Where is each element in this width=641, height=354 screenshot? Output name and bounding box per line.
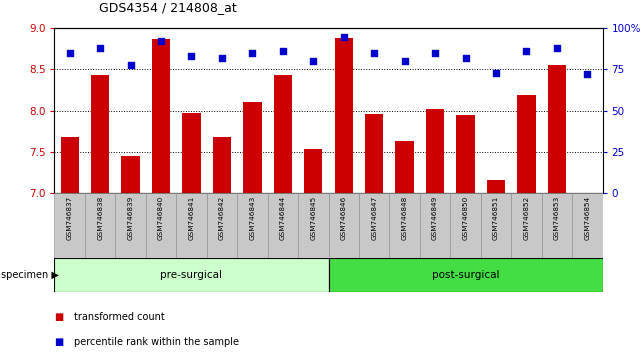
Bar [267, 193, 298, 258]
Text: GSM746846: GSM746846 [341, 196, 347, 240]
Bar [54, 193, 85, 258]
Text: post-surgical: post-surgical [432, 270, 499, 280]
Point [308, 58, 319, 64]
Text: GSM746854: GSM746854 [585, 196, 590, 240]
Text: GSM746839: GSM746839 [128, 196, 133, 240]
Text: GSM746847: GSM746847 [371, 196, 377, 240]
Bar [115, 193, 146, 258]
Bar [395, 141, 413, 193]
Bar [389, 193, 420, 258]
Point [521, 48, 531, 54]
Bar [213, 137, 231, 193]
Text: GDS4354 / 214808_at: GDS4354 / 214808_at [99, 1, 237, 14]
Text: pre-surgical: pre-surgical [160, 270, 222, 280]
Bar [304, 149, 322, 193]
Text: GSM746837: GSM746837 [67, 196, 72, 240]
Text: GSM746841: GSM746841 [188, 196, 194, 240]
Bar [274, 75, 292, 193]
Bar [328, 258, 603, 292]
Text: specimen ▶: specimen ▶ [1, 270, 59, 280]
Bar [426, 109, 444, 193]
Point [95, 45, 105, 51]
Bar [85, 193, 115, 258]
Bar [237, 193, 268, 258]
Bar [487, 180, 505, 193]
Bar [54, 258, 328, 292]
Bar [481, 193, 511, 258]
Bar [420, 193, 450, 258]
Bar [450, 193, 481, 258]
Point [399, 58, 410, 64]
Point [460, 55, 470, 61]
Bar [298, 193, 328, 258]
Bar [61, 137, 79, 193]
Bar [176, 193, 206, 258]
Text: percentile rank within the sample: percentile rank within the sample [74, 337, 238, 347]
Text: GSM746851: GSM746851 [493, 196, 499, 240]
Text: transformed count: transformed count [74, 312, 165, 322]
Point [217, 55, 227, 61]
Point [126, 62, 136, 67]
Point [552, 45, 562, 51]
Point [369, 50, 379, 56]
Bar [206, 193, 237, 258]
Point [156, 39, 166, 44]
Text: GSM746850: GSM746850 [463, 196, 469, 240]
Point [278, 48, 288, 54]
Point [491, 70, 501, 76]
Point [187, 53, 197, 59]
Bar [146, 193, 176, 258]
Text: GSM746838: GSM746838 [97, 196, 103, 240]
Text: GSM746843: GSM746843 [249, 196, 255, 240]
Bar [91, 75, 109, 193]
Bar [335, 38, 353, 193]
Bar [122, 156, 140, 193]
Text: GSM746840: GSM746840 [158, 196, 164, 240]
Point [582, 72, 592, 77]
Bar [359, 193, 389, 258]
Bar [243, 102, 262, 193]
Point [338, 34, 349, 39]
Bar [542, 193, 572, 258]
Text: GSM746845: GSM746845 [310, 196, 316, 240]
Bar [572, 193, 603, 258]
Text: GSM746842: GSM746842 [219, 196, 225, 240]
Bar [547, 65, 566, 193]
Bar [456, 115, 474, 193]
Text: ■: ■ [54, 337, 63, 347]
Point [65, 50, 75, 56]
Bar [365, 114, 383, 193]
Text: GSM746848: GSM746848 [402, 196, 408, 240]
Bar [182, 113, 201, 193]
Text: GSM746844: GSM746844 [280, 196, 286, 240]
Point [247, 50, 258, 56]
Text: GSM746852: GSM746852 [524, 196, 529, 240]
Text: GSM746849: GSM746849 [432, 196, 438, 240]
Point [430, 50, 440, 56]
Bar [517, 95, 535, 193]
Bar [511, 193, 542, 258]
Text: ■: ■ [54, 312, 63, 322]
Bar [328, 193, 359, 258]
Bar [152, 39, 171, 193]
Text: GSM746853: GSM746853 [554, 196, 560, 240]
